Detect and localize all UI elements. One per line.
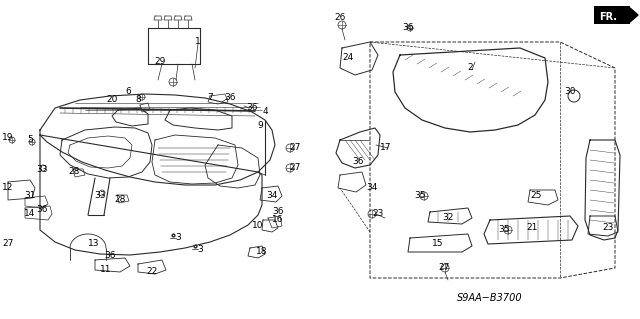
Text: 25: 25 [531, 191, 541, 201]
Polygon shape [630, 8, 638, 22]
Text: 27: 27 [289, 164, 301, 173]
Text: S9AA−B3700: S9AA−B3700 [457, 293, 523, 303]
FancyBboxPatch shape [594, 6, 630, 24]
Text: 35: 35 [414, 191, 426, 201]
Text: 23: 23 [372, 210, 384, 219]
Text: 3: 3 [197, 246, 203, 255]
Text: 15: 15 [432, 240, 444, 249]
Text: 5: 5 [27, 136, 33, 145]
Text: 14: 14 [24, 210, 36, 219]
Text: 17: 17 [380, 144, 392, 152]
Text: 36: 36 [352, 158, 364, 167]
Text: 33: 33 [36, 166, 48, 174]
Text: 32: 32 [442, 213, 454, 222]
Text: 27: 27 [438, 263, 450, 272]
Text: 23: 23 [602, 224, 614, 233]
Text: 11: 11 [100, 265, 112, 275]
Text: 36: 36 [224, 93, 236, 102]
Text: 24: 24 [342, 54, 354, 63]
Text: 8: 8 [135, 95, 141, 105]
Text: 12: 12 [3, 183, 13, 192]
Text: 9: 9 [257, 122, 263, 130]
Text: 7: 7 [207, 93, 213, 102]
Text: 20: 20 [106, 94, 118, 103]
Text: 27: 27 [289, 144, 301, 152]
Text: 22: 22 [147, 268, 157, 277]
Text: 21: 21 [526, 224, 538, 233]
Text: 36: 36 [104, 251, 116, 261]
Text: 36: 36 [403, 24, 413, 33]
Text: FR.: FR. [599, 12, 617, 22]
Text: 26: 26 [334, 13, 346, 23]
Text: 29: 29 [154, 57, 166, 66]
Text: 31: 31 [24, 191, 36, 201]
Text: 13: 13 [88, 240, 100, 249]
Text: 33: 33 [94, 191, 106, 201]
Text: 28: 28 [68, 167, 80, 176]
Text: 10: 10 [252, 221, 264, 231]
Text: 19: 19 [3, 133, 13, 143]
Text: 34: 34 [266, 191, 278, 201]
Text: 34: 34 [366, 183, 378, 192]
Text: 36: 36 [272, 207, 284, 217]
Text: 36: 36 [246, 103, 258, 113]
Text: 36: 36 [36, 205, 48, 214]
Text: 28: 28 [115, 196, 125, 204]
Text: 16: 16 [272, 216, 284, 225]
Text: 4: 4 [262, 108, 268, 116]
Text: 35: 35 [499, 226, 509, 234]
Text: 3: 3 [175, 234, 181, 242]
Text: 18: 18 [256, 248, 268, 256]
Text: 6: 6 [125, 87, 131, 97]
Text: 27: 27 [3, 240, 13, 249]
Text: 30: 30 [564, 87, 576, 97]
Text: 1: 1 [195, 38, 201, 47]
Text: 2: 2 [467, 63, 473, 72]
